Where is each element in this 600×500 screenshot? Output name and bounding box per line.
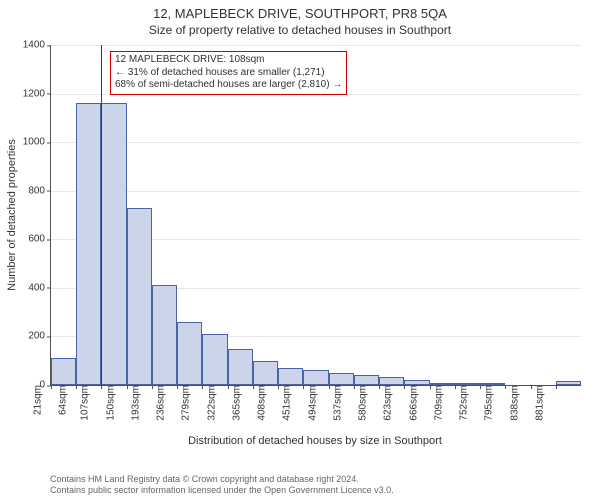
histogram-bar	[354, 375, 379, 385]
chart-title: 12, MAPLEBECK DRIVE, SOUTHPORT, PR8 5QA	[0, 0, 600, 21]
x-tick: 580sqm	[354, 385, 369, 421]
x-tick: 451sqm	[278, 385, 293, 421]
x-tick: 537sqm	[329, 385, 344, 421]
marker-line	[101, 45, 102, 385]
gridline	[51, 142, 581, 143]
histogram-bar	[177, 322, 202, 385]
gridline	[51, 191, 581, 192]
footer-text: Contains HM Land Registry data © Crown c…	[50, 474, 394, 496]
histogram-bar	[303, 370, 328, 385]
y-tick: 600	[28, 234, 51, 245]
x-axis-label: Distribution of detached houses by size …	[188, 435, 442, 447]
y-tick: 1400	[23, 40, 51, 51]
x-tick: 279sqm	[177, 385, 192, 421]
histogram-bar	[202, 334, 227, 385]
x-tick: 150sqm	[101, 385, 116, 421]
x-tick-mark	[556, 385, 557, 389]
plot-area: 020040060080010001200140021sqm64sqm107sq…	[50, 45, 581, 386]
x-tick: 494sqm	[303, 385, 318, 421]
histogram-bar	[253, 361, 278, 385]
x-tick-mark	[51, 385, 52, 389]
chart-container: 12, MAPLEBECK DRIVE, SOUTHPORT, PR8 5QA …	[0, 0, 600, 500]
annotation-line1: 12 MAPLEBECK DRIVE: 108sqm	[115, 54, 342, 67]
x-tick: 408sqm	[253, 385, 268, 421]
annotation-line3: 68% of semi-detached houses are larger (…	[115, 79, 342, 92]
x-tick: 107sqm	[76, 385, 91, 421]
histogram-bar	[101, 103, 126, 385]
histogram-bar	[76, 103, 101, 385]
x-tick: 881sqm	[530, 385, 545, 421]
y-tick: 1000	[23, 137, 51, 148]
footer-line2: Contains public sector information licen…	[50, 485, 394, 496]
gridline	[51, 45, 581, 46]
annotation-line2: ← 31% of detached houses are smaller (1,…	[115, 67, 342, 80]
y-tick: 400	[28, 282, 51, 293]
x-tick: 666sqm	[404, 385, 419, 421]
y-axis-label: Number of detached properties	[6, 139, 18, 291]
histogram-bar	[556, 381, 581, 385]
histogram-bar	[51, 358, 76, 385]
x-tick: 709sqm	[430, 385, 445, 421]
x-tick: 795sqm	[480, 385, 495, 421]
y-tick: 800	[28, 185, 51, 196]
x-tick: 623sqm	[379, 385, 394, 421]
histogram-bar	[379, 377, 404, 386]
x-tick: 322sqm	[202, 385, 217, 421]
x-tick: 838sqm	[505, 385, 520, 421]
histogram-bar	[278, 368, 303, 385]
footer-line1: Contains HM Land Registry data © Crown c…	[50, 474, 394, 485]
y-tick: 1200	[23, 88, 51, 99]
annotation-box: 12 MAPLEBECK DRIVE: 108sqm ← 31% of deta…	[110, 51, 347, 95]
x-tick: 236sqm	[152, 385, 167, 421]
x-tick: 21sqm	[28, 385, 43, 415]
histogram-bar	[329, 373, 354, 385]
x-tick: 64sqm	[54, 385, 69, 415]
histogram-bar	[152, 285, 177, 385]
x-tick: 365sqm	[228, 385, 243, 421]
y-tick: 200	[28, 331, 51, 342]
chart-subtitle: Size of property relative to detached ho…	[0, 21, 600, 37]
x-tick: 193sqm	[127, 385, 142, 421]
histogram-bar	[228, 349, 253, 385]
x-tick: 752sqm	[455, 385, 470, 421]
histogram-bar	[127, 208, 152, 385]
